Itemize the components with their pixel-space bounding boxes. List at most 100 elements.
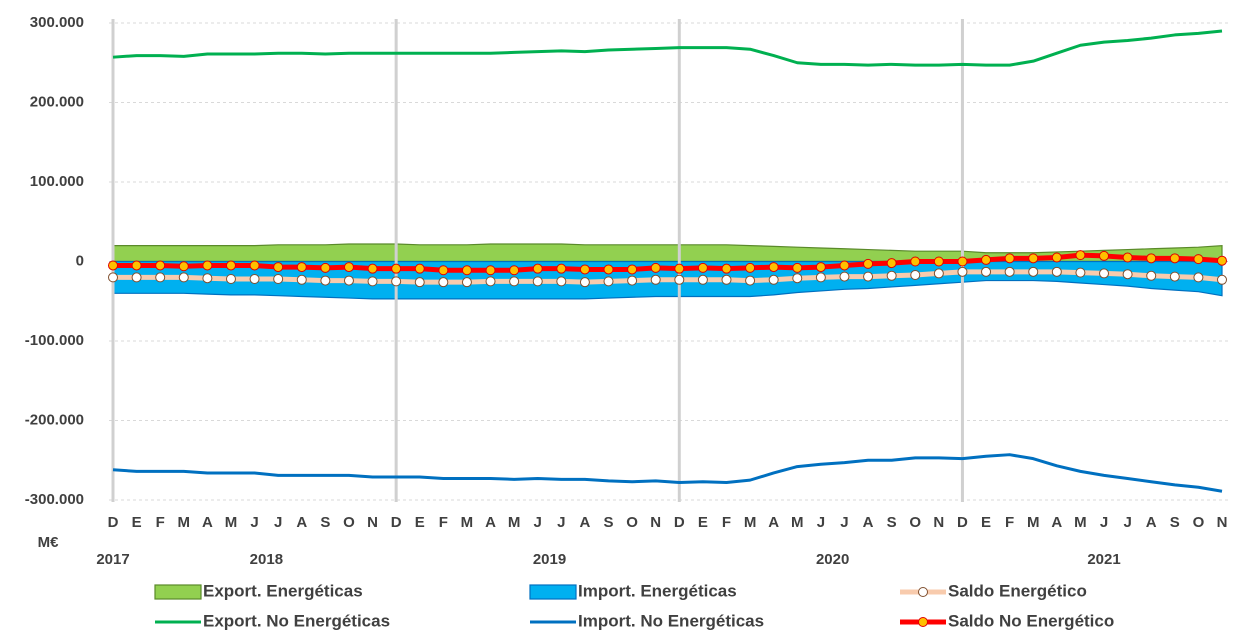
marker (1099, 268, 1110, 279)
marker (768, 262, 779, 273)
x-tick-label: N (933, 514, 944, 531)
marker (650, 274, 661, 285)
x-tick-label: A (863, 514, 874, 531)
y-tick-label: 300.000 (30, 14, 84, 31)
marker (485, 276, 496, 287)
marker (1099, 250, 1110, 261)
x-tick-label: J (557, 514, 565, 531)
y-tick-label: -300.000 (25, 491, 84, 508)
x-tick-label: D (391, 514, 402, 531)
marker (178, 272, 189, 283)
legend-marker (918, 587, 928, 597)
marker (1217, 255, 1227, 266)
marker (320, 275, 331, 286)
marker (1122, 252, 1133, 263)
marker (273, 273, 284, 284)
marker (886, 270, 897, 281)
marker (131, 272, 142, 283)
x-tick-label: M (461, 514, 474, 531)
y-tick-label: -200.000 (25, 411, 84, 428)
marker (202, 260, 213, 271)
marker (1004, 266, 1015, 277)
marker (296, 274, 307, 285)
marker (556, 263, 567, 274)
marker (391, 263, 402, 274)
marker (320, 262, 331, 273)
marker (108, 260, 118, 271)
x-tick-label: O (909, 514, 921, 531)
marker (509, 265, 520, 276)
marker (155, 260, 166, 271)
marker (839, 260, 850, 271)
x-tick-label: M (508, 514, 521, 531)
x-tick-label: J (1100, 514, 1108, 531)
x-tick-label: M (1074, 514, 1087, 531)
x-tick-label: A (1146, 514, 1157, 531)
marker (674, 263, 685, 274)
marker (202, 273, 213, 284)
marker (792, 262, 803, 273)
marker (225, 260, 236, 271)
y-tick-label: 100.000 (30, 173, 84, 190)
marker (485, 265, 496, 276)
x-tick-label: N (650, 514, 661, 531)
marker (721, 263, 732, 274)
marker (815, 272, 826, 283)
x-tick-label: A (202, 514, 213, 531)
y-tick-label: -100.000 (25, 332, 84, 349)
legend-label: Saldo Energético (948, 581, 1087, 600)
marker (981, 254, 992, 265)
x-tick-label: N (1217, 514, 1228, 531)
marker (579, 277, 590, 288)
marker (532, 276, 543, 287)
x-tick-label: S (887, 514, 897, 531)
x-tick-label: A (768, 514, 779, 531)
marker (249, 260, 260, 271)
marker (1193, 254, 1204, 265)
x-tick-label: O (343, 514, 355, 531)
marker (674, 274, 685, 285)
marker (603, 264, 614, 275)
x-tick-label: A (1051, 514, 1062, 531)
marker (792, 273, 803, 284)
marker (981, 266, 992, 277)
marker (1122, 269, 1133, 280)
marker (343, 262, 354, 273)
marker (1028, 253, 1039, 264)
marker (697, 262, 708, 273)
x-tick-label: A (485, 514, 496, 531)
marker (273, 262, 284, 273)
marker (1051, 252, 1062, 263)
year-label: 2017 (96, 551, 129, 568)
legend-label: Export. Energéticas (203, 581, 363, 600)
marker (414, 263, 425, 274)
legend-swatch (154, 584, 202, 600)
marker (839, 271, 850, 282)
marker (815, 262, 826, 273)
marker (1028, 266, 1039, 277)
marker (745, 262, 756, 273)
x-tick-label: M (744, 514, 757, 531)
x-tick-label: S (320, 514, 330, 531)
marker (108, 272, 118, 283)
x-tick-label: E (415, 514, 425, 531)
marker (438, 265, 449, 276)
marker (1169, 271, 1180, 282)
marker (391, 276, 402, 287)
marker (249, 273, 260, 284)
marker (532, 263, 543, 274)
x-tick-label: D (674, 514, 685, 531)
marker (1169, 253, 1180, 264)
marker (556, 276, 567, 287)
x-tick-label: J (534, 514, 542, 531)
marker (1075, 250, 1086, 261)
y-tick-label: 200.000 (30, 93, 84, 110)
marker (627, 275, 638, 286)
x-tick-label: M (225, 514, 238, 531)
x-tick-label: E (981, 514, 991, 531)
marker (461, 265, 472, 276)
year-label: 2019 (533, 551, 566, 568)
y-tick-label: 0 (76, 252, 84, 269)
x-tick-label: J (250, 514, 258, 531)
marker (603, 276, 614, 287)
